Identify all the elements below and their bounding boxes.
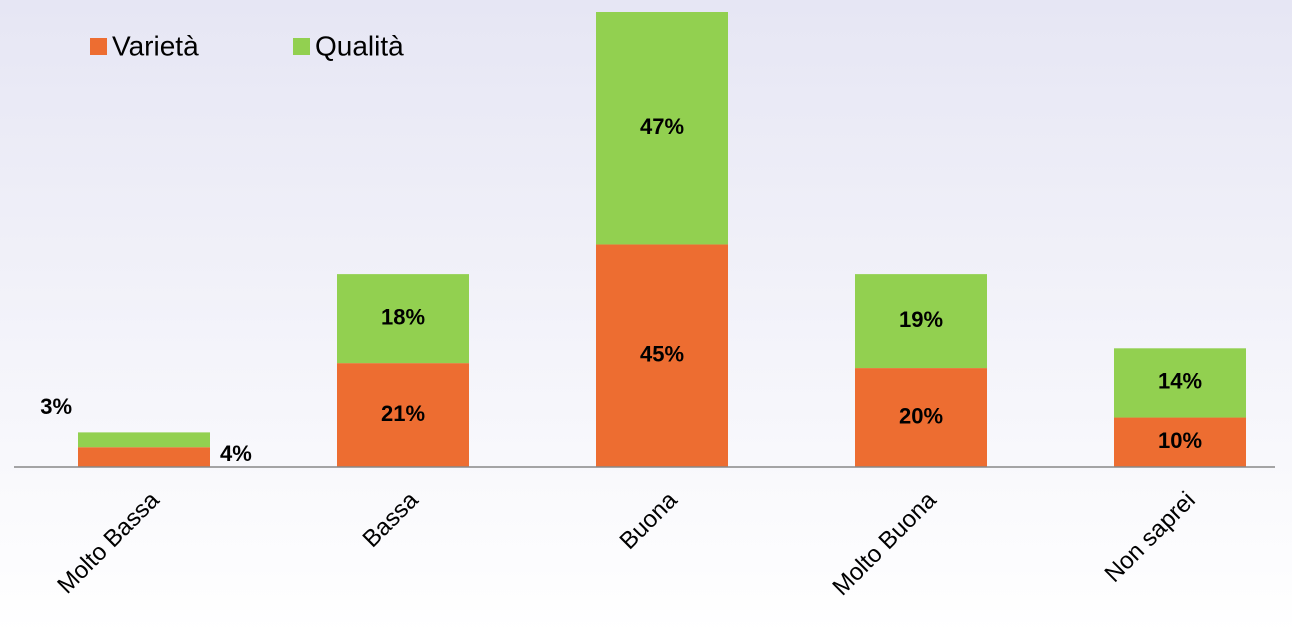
bar-segment (855, 274, 987, 369)
data-label: 19% (899, 307, 943, 332)
bar-segment (1114, 417, 1246, 467)
bar-segment (78, 432, 210, 448)
data-label: 10% (1158, 428, 1202, 453)
data-label: 45% (640, 342, 684, 367)
data-label: 20% (899, 403, 943, 428)
data-label: 21% (381, 401, 425, 426)
bar-segment (855, 368, 987, 467)
bar-segment (596, 244, 728, 467)
bar-segment (337, 363, 469, 467)
legend-swatch (293, 38, 310, 55)
legend-label: Qualità (315, 30, 404, 61)
legend-swatch (90, 38, 107, 55)
data-label: 4% (220, 441, 252, 466)
bar-segment (337, 274, 469, 364)
bar-segment (78, 447, 210, 467)
bar-segment (596, 12, 728, 245)
legend-label: Varietà (112, 30, 199, 61)
data-label: 14% (1158, 369, 1202, 394)
data-label: 18% (381, 304, 425, 329)
bar-segment (1114, 348, 1246, 418)
data-label: 47% (640, 114, 684, 139)
data-label: 3% (40, 394, 72, 419)
